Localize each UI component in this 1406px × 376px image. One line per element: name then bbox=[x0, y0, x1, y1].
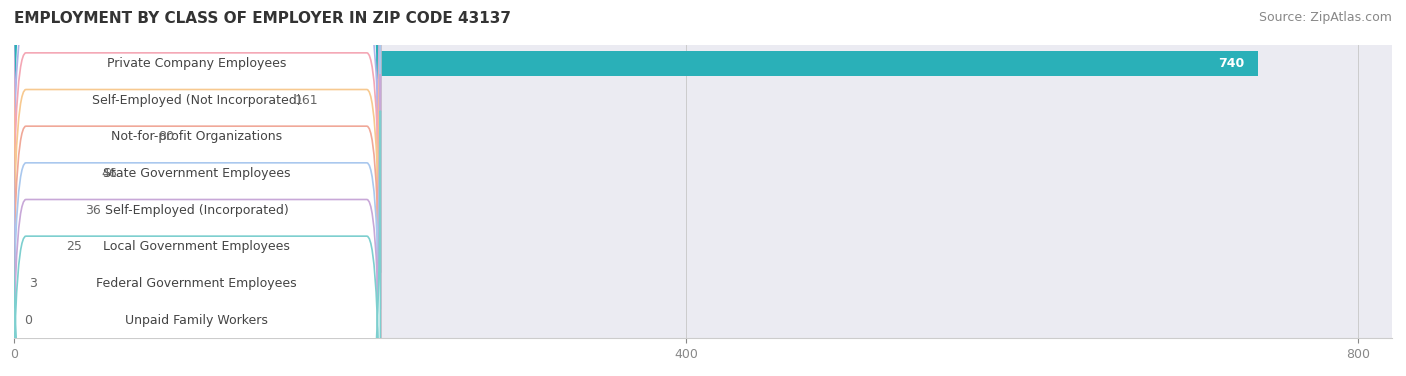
Bar bbox=[14, 234, 56, 259]
Text: 161: 161 bbox=[295, 94, 318, 107]
Text: EMPLOYMENT BY CLASS OF EMPLOYER IN ZIP CODE 43137: EMPLOYMENT BY CLASS OF EMPLOYER IN ZIP C… bbox=[14, 11, 510, 26]
Bar bbox=[14, 302, 1392, 338]
FancyBboxPatch shape bbox=[13, 0, 381, 273]
Text: Private Company Employees: Private Company Employees bbox=[107, 57, 285, 70]
Text: Not-for-profit Organizations: Not-for-profit Organizations bbox=[111, 130, 283, 143]
Bar bbox=[14, 155, 1392, 192]
Bar bbox=[14, 118, 1392, 155]
FancyBboxPatch shape bbox=[13, 0, 381, 309]
Text: 3: 3 bbox=[30, 277, 37, 290]
Text: 740: 740 bbox=[1218, 57, 1244, 70]
Bar bbox=[14, 229, 1392, 265]
Text: Federal Government Employees: Federal Government Employees bbox=[96, 277, 297, 290]
Bar bbox=[14, 198, 75, 223]
Text: 46: 46 bbox=[101, 167, 117, 180]
FancyBboxPatch shape bbox=[13, 0, 381, 376]
FancyBboxPatch shape bbox=[13, 37, 381, 376]
Bar bbox=[14, 51, 1257, 76]
Text: 0: 0 bbox=[24, 314, 32, 327]
Bar bbox=[14, 82, 1392, 118]
Bar bbox=[14, 88, 284, 112]
FancyBboxPatch shape bbox=[13, 1, 381, 376]
Text: 36: 36 bbox=[84, 203, 100, 217]
FancyBboxPatch shape bbox=[13, 0, 381, 346]
Text: Local Government Employees: Local Government Employees bbox=[103, 240, 290, 253]
Text: 25: 25 bbox=[66, 240, 82, 253]
Bar bbox=[14, 161, 91, 186]
Bar bbox=[14, 271, 20, 296]
Bar bbox=[14, 192, 1392, 229]
Text: Unpaid Family Workers: Unpaid Family Workers bbox=[125, 314, 267, 327]
Text: Self-Employed (Incorporated): Self-Employed (Incorporated) bbox=[104, 203, 288, 217]
Text: Self-Employed (Not Incorporated): Self-Employed (Not Incorporated) bbox=[91, 94, 301, 107]
Bar bbox=[14, 45, 1392, 82]
FancyBboxPatch shape bbox=[13, 111, 381, 376]
Text: 80: 80 bbox=[159, 130, 174, 143]
FancyBboxPatch shape bbox=[13, 74, 381, 376]
Text: Source: ZipAtlas.com: Source: ZipAtlas.com bbox=[1258, 11, 1392, 24]
Bar bbox=[14, 265, 1392, 302]
Bar bbox=[14, 124, 149, 149]
Text: State Government Employees: State Government Employees bbox=[103, 167, 290, 180]
